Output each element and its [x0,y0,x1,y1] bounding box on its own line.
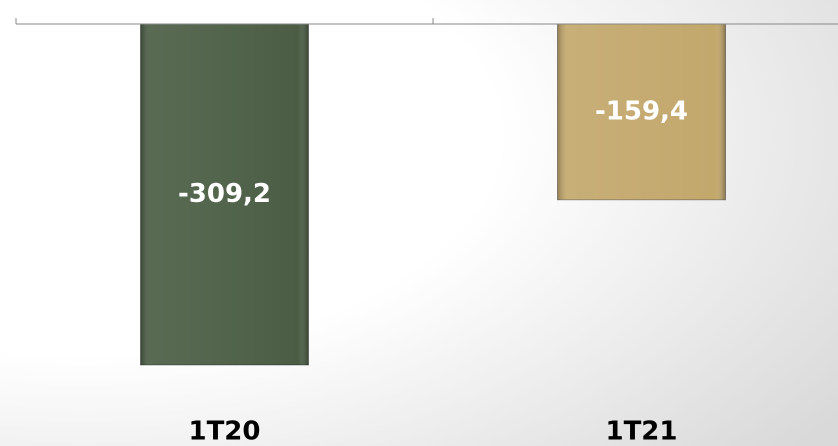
value-label: -159,4 [595,96,688,126]
x-tick-label: 1T20 [188,417,260,446]
x-tick-label: 1T21 [605,417,677,446]
bar-bevel [557,24,726,200]
bar-bevel [140,24,309,366]
value-label: -309,2 [178,179,271,209]
